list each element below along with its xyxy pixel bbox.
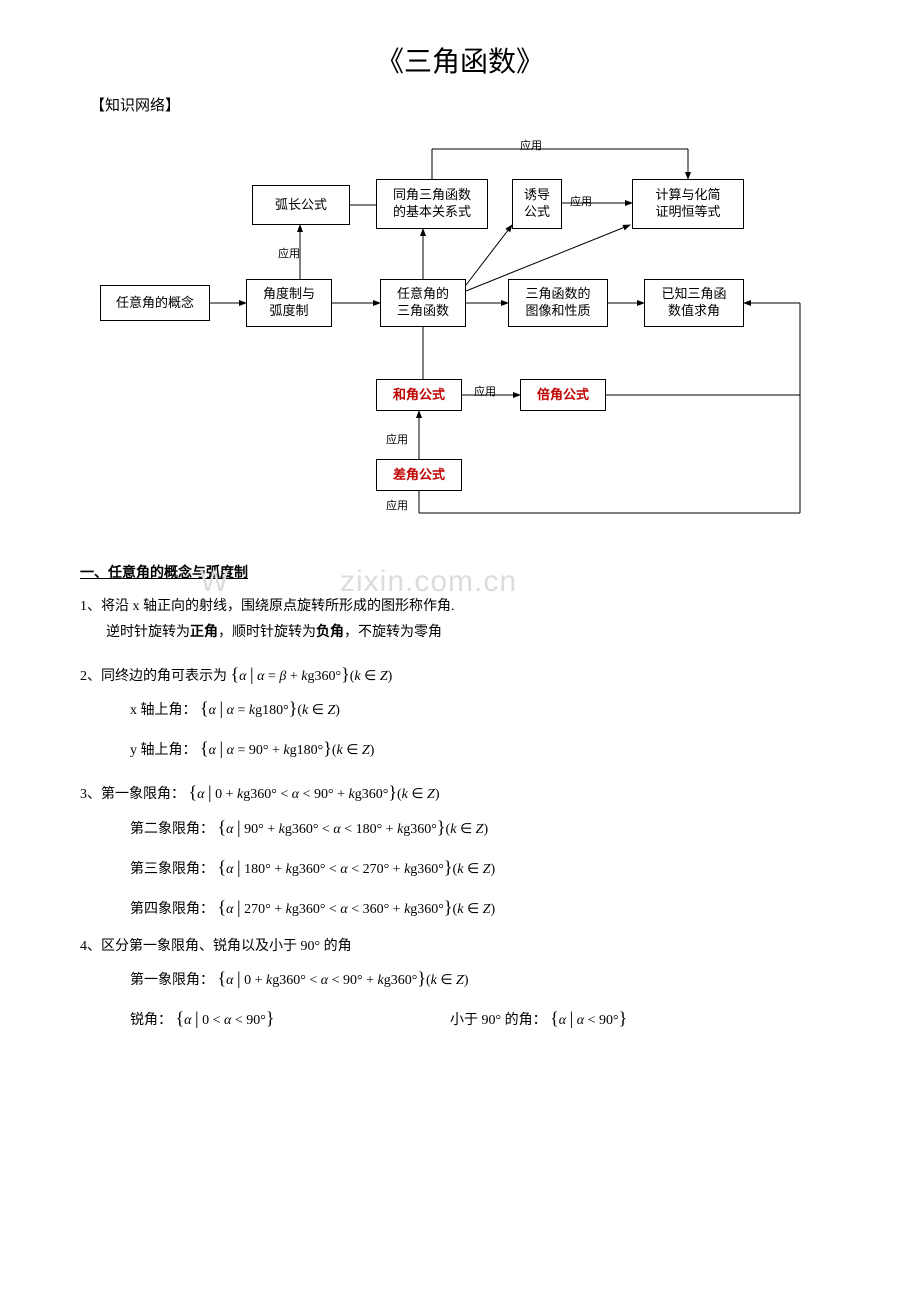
item-3-lead: 3、第一象限角： bbox=[80, 787, 185, 802]
item-4: 4、区分第一象限角、锐角以及小于 90° 的角 第一象限角： {α | 0 + … bbox=[80, 934, 840, 1035]
math-set: {α | α = β + kg360°}(k ∈ Z) bbox=[231, 669, 393, 684]
item-4-q1: 第一象限角： {α | 0 + kg360° < α < 90° + kg360… bbox=[80, 961, 840, 995]
text: 逆时针旋转为 bbox=[106, 625, 190, 640]
math-set: {α | 0 + kg360° < α < 90° + kg360°}(k ∈ … bbox=[189, 787, 440, 802]
item-4-lt90: 小于 90° 的角： {α | α < 90°} bbox=[450, 1001, 627, 1035]
item-1-line2: 逆时针旋转为正角，顺时针旋转为负角，不旋转为零角 bbox=[80, 620, 840, 647]
label: x 轴上角： bbox=[130, 703, 197, 718]
item-1-line1: 1、将沿 x 轴正向的射线，围绕原点旋转所形成的图形称作角. bbox=[80, 594, 840, 621]
section-subtitle: 【知识网络】 bbox=[90, 94, 840, 115]
item-4-acute: 锐角： {α | 0 < α < 90°} bbox=[130, 1001, 450, 1035]
item-2: 2、同终边的角可表示为 {α | α = β + kg360°}(k ∈ Z) … bbox=[80, 657, 840, 766]
diagram-node: 角度制与弧度制 bbox=[246, 279, 332, 327]
edge-label: 应用 bbox=[520, 137, 542, 153]
page-title: 《三角函数》 bbox=[80, 40, 840, 80]
diagram-node: 任意角的概念 bbox=[100, 285, 210, 321]
math-set: {α | 180° + kg360° < α < 270° + kg360°}(… bbox=[218, 862, 496, 877]
content-body: W zixin.com.cn 一、任意角的概念与弧度制 1、将沿 x 轴正向的射… bbox=[80, 561, 840, 1035]
item-3-q3: 第三象限角： {α | 180° + kg360° < α < 270° + k… bbox=[80, 850, 840, 884]
item-3-q4: 第四象限角： {α | 270° + kg360° < α < 360° + k… bbox=[80, 890, 840, 924]
diagram-node: 差角公式 bbox=[376, 459, 462, 491]
item-2-x: x 轴上角： {α | α = kg180°}(k ∈ Z) bbox=[80, 691, 840, 725]
math-set: {α | 90° + kg360° < α < 180° + kg360°}(k… bbox=[218, 822, 489, 837]
edge-label: 应用 bbox=[278, 245, 300, 261]
diagram-node: 同角三角函数的基本关系式 bbox=[376, 179, 488, 229]
edge-label: 应用 bbox=[570, 193, 592, 209]
label: 小于 90° 的角： bbox=[450, 1013, 547, 1028]
item-3-q2: 第二象限角： {α | 90° + kg360° < α < 180° + kg… bbox=[80, 810, 840, 844]
math-set: {α | α < 90°} bbox=[550, 1013, 627, 1028]
diagram-node: 已知三角函数值求角 bbox=[644, 279, 744, 327]
math-set: {α | 0 < α < 90°} bbox=[176, 1013, 275, 1028]
label: 第三象限角： bbox=[130, 862, 214, 877]
label: 第二象限角： bbox=[130, 822, 214, 837]
item-2-lead: 2、同终边的角可表示为 bbox=[80, 669, 227, 684]
diagram-node: 弧长公式 bbox=[252, 185, 350, 225]
label: 第一象限角： bbox=[130, 973, 214, 988]
diagram-node: 诱导公式 bbox=[512, 179, 562, 229]
label: 第四象限角： bbox=[130, 902, 214, 917]
math-set: {α | 0 + kg360° < α < 90° + kg360°}(k ∈ … bbox=[218, 973, 469, 988]
math-set: {α | α = kg180°}(k ∈ Z) bbox=[200, 703, 340, 718]
diagram-node: 和角公式 bbox=[376, 379, 462, 411]
label: 锐角： bbox=[130, 1013, 172, 1028]
diagram-node: 任意角的三角函数 bbox=[380, 279, 466, 327]
item-3: 3、第一象限角： {α | 0 + kg360° < α < 90° + kg3… bbox=[80, 775, 840, 924]
diagram-node: 计算与化简证明恒等式 bbox=[632, 179, 744, 229]
item-1: 1、将沿 x 轴正向的射线，围绕原点旋转所形成的图形称作角. 逆时针旋转为正角，… bbox=[80, 594, 840, 647]
item-4-row: 锐角： {α | 0 < α < 90°} 小于 90° 的角： {α | α … bbox=[80, 1001, 840, 1035]
label: y 轴上角： bbox=[130, 743, 197, 758]
math-set: {α | 270° + kg360° < α < 360° + kg360°}(… bbox=[218, 902, 496, 917]
edge-label: 应用 bbox=[386, 497, 408, 513]
bold-text: 正角 bbox=[190, 625, 218, 640]
math-set: {α | α = 90° + kg180°}(k ∈ Z) bbox=[200, 743, 374, 758]
diagram-node: 三角函数的图像和性质 bbox=[508, 279, 608, 327]
bold-text: 负角 bbox=[316, 625, 344, 640]
section-1-header: 一、任意角的概念与弧度制 bbox=[80, 561, 840, 588]
edge-label: 应用 bbox=[386, 431, 408, 447]
text: ，顺时针旋转为 bbox=[218, 625, 316, 640]
diagram-node: 倍角公式 bbox=[520, 379, 606, 411]
edge-label: 应用 bbox=[474, 383, 496, 399]
item-1-text: 1、将沿 x 轴正向的射线，围绕原点旋转所形成的图形称作角. bbox=[80, 599, 455, 614]
knowledge-network-diagram: 弧长公式同角三角函数的基本关系式诱导公式 计算与化简证明恒等式任意角的概念角度制与… bbox=[80, 135, 840, 535]
text: ，不旋转为零角 bbox=[344, 625, 442, 640]
item-4-lead: 4、区分第一象限角、锐角以及小于 90° 的角 bbox=[80, 934, 840, 961]
item-2-y: y 轴上角： {α | α = 90° + kg180°}(k ∈ Z) bbox=[80, 731, 840, 765]
